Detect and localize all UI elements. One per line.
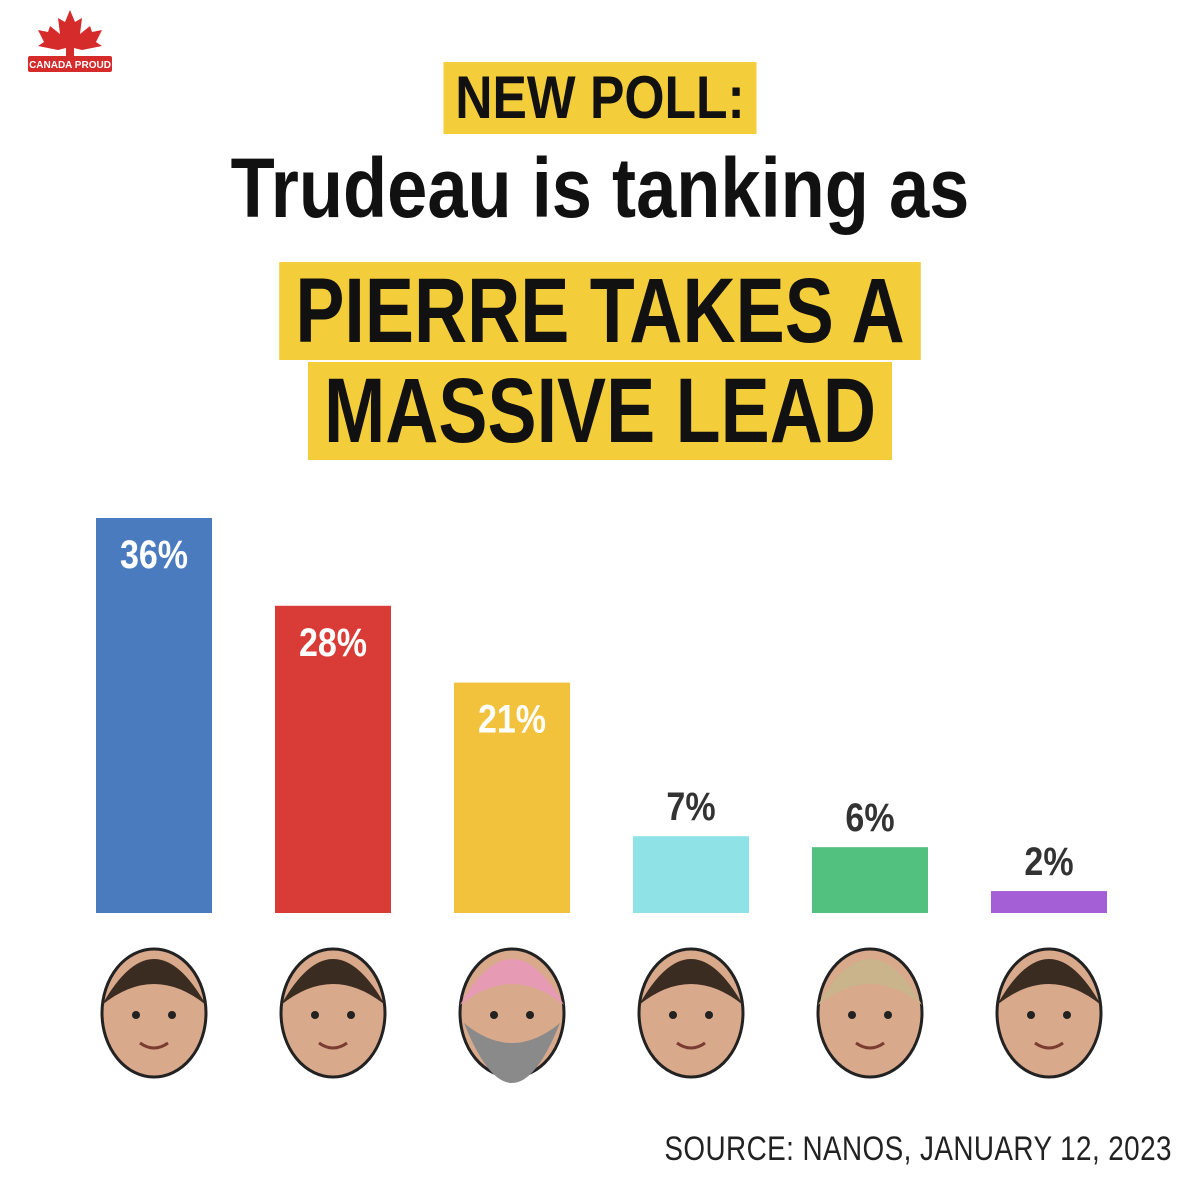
canada-proud-logo: CANADA PROUD <box>28 10 112 72</box>
headline-highlight-4: MASSIVE LEAD <box>307 362 893 460</box>
headline-line-2: Trudeau is tanking as <box>230 141 970 235</box>
source-note: SOURCE: NANOS, JANUARY 12, 2023 <box>664 1130 1172 1168</box>
headline-line-4: MASSIVE LEAD <box>120 362 1080 460</box>
bar-2 <box>275 605 391 913</box>
bar-5 <box>812 847 928 913</box>
headline-highlight-1: NEW POLL: <box>443 62 757 134</box>
bar-label-2: 28% <box>299 619 367 664</box>
bar-label-1: 36% <box>120 531 188 576</box>
bar-4 <box>633 836 749 913</box>
portrait-icon <box>637 947 745 1079</box>
portrait-icon <box>995 947 1103 1079</box>
poll-bar-chart: 36% 28% 21% 7% 6% 2% <box>96 518 1107 1083</box>
portrait-icon <box>816 947 924 1079</box>
logo-text: CANADA PROUD <box>29 60 111 71</box>
bar-6 <box>991 891 1107 913</box>
bar-1 <box>96 518 212 913</box>
bar-label-3: 21% <box>478 696 546 741</box>
headline-line-1: NEW POLL: <box>84 62 1116 134</box>
headline-line-3: PIERRE TAKES A <box>120 262 1080 360</box>
maple-leaf-icon <box>38 10 102 56</box>
bar-label-5: 6% <box>845 795 894 840</box>
portrait-icon <box>100 947 208 1079</box>
headline-highlight-3: PIERRE TAKES A <box>279 262 921 360</box>
bar-3 <box>454 682 570 913</box>
portrait-icon <box>279 947 387 1079</box>
bar-label-6: 2% <box>1024 838 1073 883</box>
bar-label-4: 7% <box>666 784 715 829</box>
portrait-icon <box>458 947 566 1083</box>
